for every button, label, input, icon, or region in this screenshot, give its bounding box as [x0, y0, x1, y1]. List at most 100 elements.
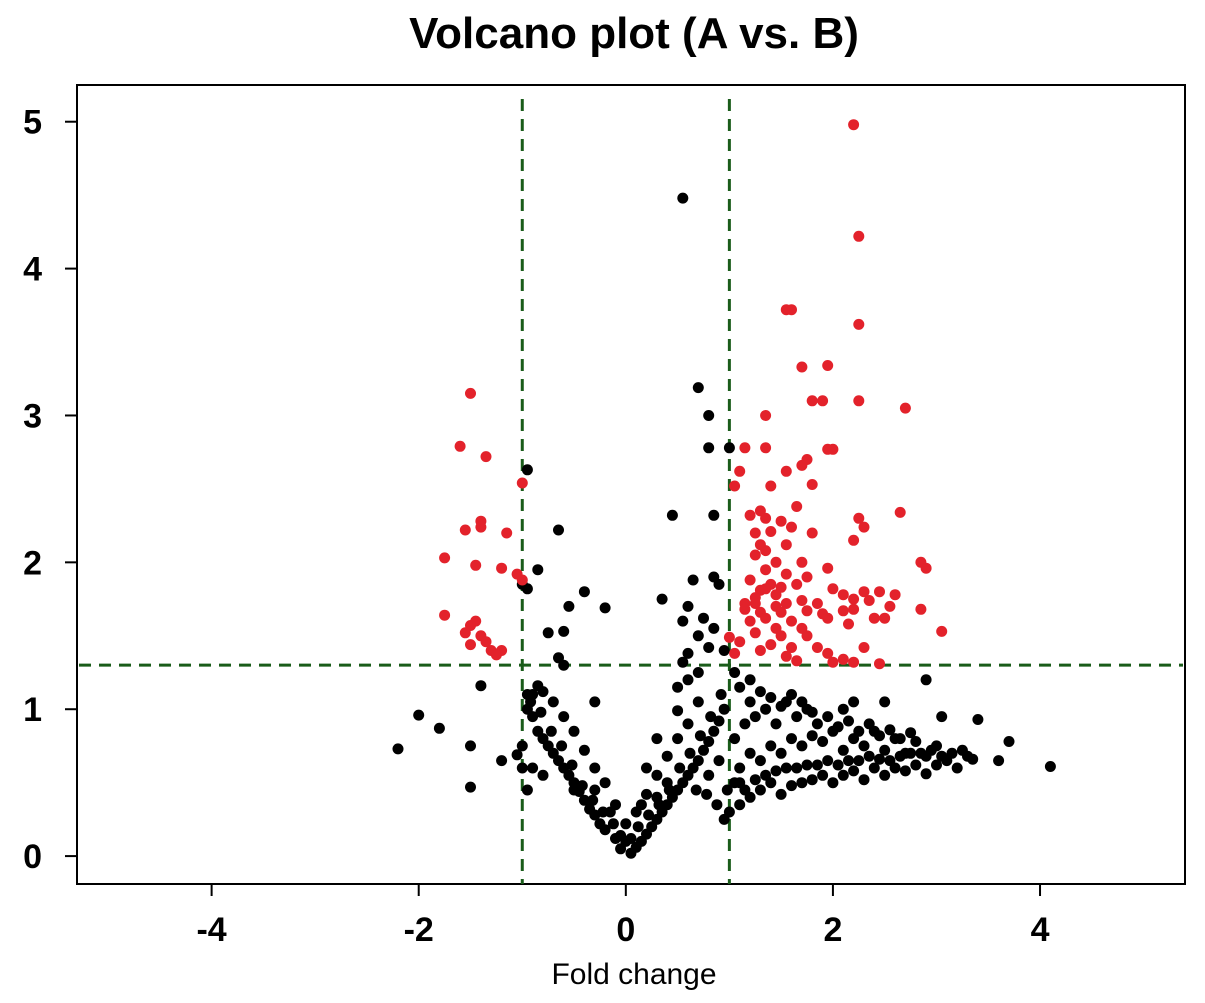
point [632, 821, 644, 833]
significant-point [765, 639, 777, 651]
significant-point [817, 395, 829, 407]
significant-point [780, 568, 792, 580]
point [641, 788, 652, 800]
point [843, 755, 854, 767]
significant-point [749, 549, 761, 561]
point [599, 602, 611, 614]
point [739, 718, 751, 730]
point [578, 744, 590, 756]
point [905, 747, 917, 759]
point [535, 706, 547, 718]
point [641, 762, 652, 774]
significant-point [899, 402, 911, 414]
point [708, 622, 720, 634]
x-axis-title: Fold change [551, 958, 716, 991]
point [656, 593, 668, 605]
significant-point [796, 459, 808, 471]
point [1044, 761, 1056, 772]
point [527, 762, 539, 774]
significant-point [822, 612, 834, 624]
significant-point [459, 524, 471, 536]
point [765, 692, 777, 703]
point [832, 759, 844, 771]
point [822, 711, 834, 723]
point [796, 740, 808, 752]
significant-point [780, 465, 792, 477]
point [553, 524, 564, 536]
point [780, 762, 792, 774]
x-tick-label: 0 [616, 911, 635, 949]
significant-point [915, 603, 927, 615]
point [589, 762, 601, 774]
significant-point [848, 119, 860, 131]
point [1003, 736, 1015, 747]
significant-point [739, 603, 751, 615]
point [713, 715, 725, 727]
significant-point [936, 625, 948, 637]
point [884, 755, 896, 767]
threshold-lines [79, 99, 1183, 884]
point [843, 715, 854, 727]
y-tick-label: 5 [23, 104, 42, 142]
chart-title: Volcano plot (A vs. B) [409, 9, 859, 58]
x-tick-label: 2 [823, 911, 842, 949]
point [786, 733, 797, 745]
point [589, 784, 601, 796]
significant-point [475, 521, 487, 533]
significant-point [801, 630, 813, 642]
point [556, 740, 568, 752]
significant-point [786, 642, 797, 653]
significant-point [470, 559, 482, 571]
significant-point [760, 410, 772, 421]
point [558, 659, 570, 671]
x-tick-label: 4 [1031, 911, 1050, 949]
significant-point [760, 564, 772, 576]
point [899, 765, 911, 777]
y-tick-label: 1 [23, 691, 42, 729]
point [863, 718, 875, 730]
significant-point [770, 589, 782, 601]
significant-point [723, 631, 735, 643]
point [786, 780, 797, 792]
point [791, 762, 803, 774]
point [708, 509, 720, 521]
point [465, 781, 476, 793]
point [874, 730, 885, 742]
point [521, 583, 533, 595]
point [956, 744, 968, 756]
point [672, 705, 684, 717]
point [734, 777, 746, 789]
point [791, 711, 803, 723]
point [666, 509, 678, 521]
significant-point [459, 627, 471, 639]
point [775, 788, 787, 800]
point [894, 733, 906, 745]
significant-point [739, 442, 751, 454]
significant-point [874, 586, 885, 598]
y-axis: 0 1 2 3 4 5 [23, 104, 77, 876]
y-tick-label: 4 [23, 251, 42, 289]
point [749, 711, 761, 723]
significant-point [827, 443, 839, 455]
significant-point [765, 526, 777, 537]
significant-point [843, 618, 854, 630]
point [920, 674, 932, 686]
point [765, 740, 777, 752]
significant-point [786, 521, 797, 533]
significant-point [884, 600, 896, 612]
point [672, 733, 684, 745]
significant-point [837, 605, 849, 617]
point [682, 674, 694, 686]
significant-point [775, 630, 787, 642]
significant-point [454, 440, 466, 452]
significant-point [729, 647, 741, 659]
point [547, 696, 559, 708]
point [754, 784, 766, 796]
point [775, 747, 787, 759]
data-points [392, 119, 1056, 859]
significant-point [760, 583, 772, 595]
point [837, 744, 849, 756]
significant-point [848, 534, 860, 546]
significant-point [796, 595, 808, 606]
